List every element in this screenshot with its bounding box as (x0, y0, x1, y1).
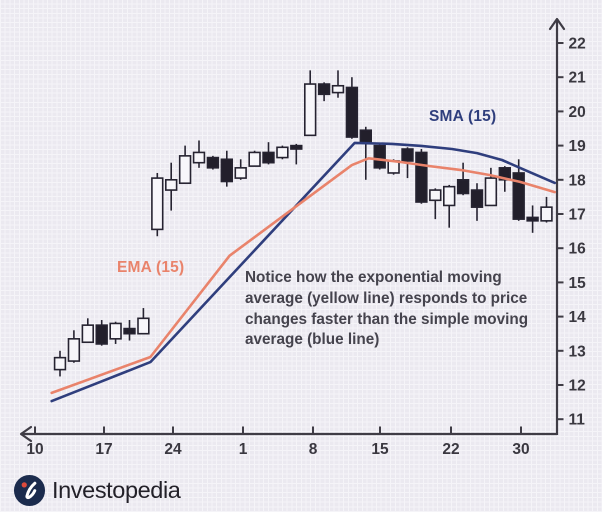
candle-body-down (373, 144, 386, 169)
x-tick-label: 1 (239, 441, 248, 458)
candle-body-up (109, 322, 122, 340)
candle-body-down (456, 179, 470, 195)
candle-body-down (512, 172, 525, 220)
candle-body-down (359, 129, 372, 143)
annotation-line-3: changes faster than the simple moving (245, 310, 529, 328)
x-tick-label: 8 (309, 441, 318, 458)
y-tick-label: 12 (569, 378, 586, 395)
candle-body-up (151, 177, 164, 231)
candle-body-up (53, 356, 67, 371)
candle-body-down (498, 167, 511, 181)
x-tick-label: 30 (512, 441, 529, 458)
candle-body-down (526, 216, 539, 222)
y-tick-label: 22 (569, 36, 586, 53)
y-tick-label: 18 (569, 172, 587, 189)
x-tick-label: 15 (371, 441, 389, 458)
y-tick-label: 16 (569, 241, 587, 258)
y-tick-label: 17 (569, 207, 586, 224)
candle-body-down (401, 148, 414, 162)
sma-line (50, 141, 557, 403)
y-tick-label: 21 (569, 70, 587, 87)
candle-body-down (95, 324, 108, 345)
y-tick-label: 19 (569, 138, 587, 155)
annotation-line-4: average (blue line) (245, 331, 380, 349)
x-tick-label: 22 (442, 441, 459, 458)
y-tick-label: 20 (569, 104, 586, 121)
candle-body-down (220, 158, 233, 183)
candle-body-up (442, 185, 456, 207)
y-tick-label: 13 (569, 343, 587, 360)
candle-body-up (540, 206, 553, 222)
candle-body-up (331, 84, 345, 94)
investopedia-wordmark: Investopedia (52, 477, 181, 503)
annotation-line-2: average (yellow line) responds to price (245, 289, 528, 307)
candle-body-down (123, 327, 136, 335)
chart-annotation: Notice how the exponential moving averag… (245, 268, 528, 351)
candle-body-down (345, 86, 359, 138)
sma-series-label: SMA (15) (429, 108, 497, 125)
candle-body-up (81, 324, 95, 344)
y-axis-arrow-up-icon (548, 17, 566, 31)
y-tick-label: 14 (569, 309, 587, 326)
candle-body-up (178, 155, 192, 185)
candle-body-down (262, 151, 275, 164)
candle-body-up (165, 179, 178, 191)
candle-body-down (317, 83, 331, 96)
candle-body-up (276, 146, 289, 159)
x-axis-arrow-left-icon (19, 425, 33, 443)
candle-body-up (67, 338, 81, 362)
annotation-line-1: Notice how the exponential moving (245, 269, 502, 286)
candle-body-up (429, 189, 442, 202)
ema-line (50, 157, 557, 395)
x-tick-label: 10 (26, 441, 43, 458)
candle-body-up (484, 177, 498, 207)
candlesticks (53, 70, 553, 377)
candle-body-up (192, 151, 206, 164)
candle-body-up (303, 83, 317, 137)
ema-series-label: EMA (15) (117, 259, 185, 276)
candle-body-up (248, 151, 261, 167)
y-tick-label: 11 (569, 412, 586, 429)
candle-body-up (234, 167, 247, 179)
candle-body-down (415, 151, 428, 203)
candle-body-down (290, 144, 303, 150)
x-tick-label: 17 (95, 441, 112, 458)
candle-body-down (470, 189, 484, 208)
investopedia-logo: Investopedia (13, 474, 181, 507)
candle-body-down (206, 156, 220, 169)
y-tick-label: 15 (569, 275, 587, 292)
candle-body-up (137, 317, 150, 335)
x-tick-label: 24 (164, 441, 182, 458)
investopedia-swoosh-icon (13, 474, 46, 507)
